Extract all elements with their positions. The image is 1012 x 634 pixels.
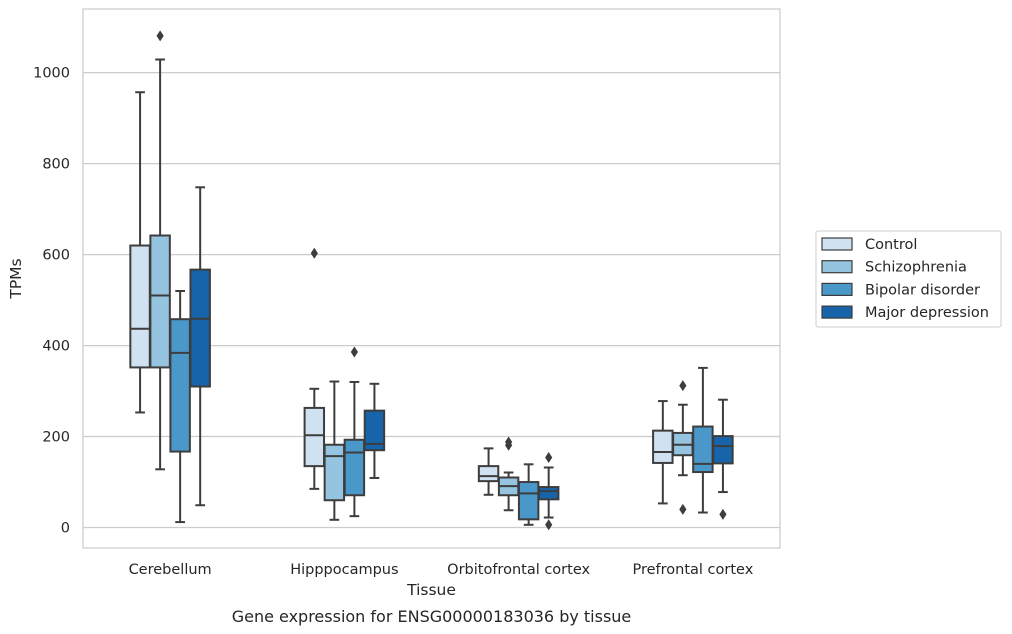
y-tick-label: 600 <box>42 248 70 264</box>
outlier-point <box>350 346 358 358</box>
outlier-point <box>679 380 687 392</box>
box-schizophrenia-0 <box>149 30 171 471</box>
box-iqr <box>363 409 386 452</box>
legend-items: Control Schizophrenia Bipolar disorder Majo… <box>821 237 989 321</box>
box-iqr <box>537 486 560 501</box>
box-schizophrenia-3 <box>672 380 694 515</box>
box-iqr <box>149 234 171 369</box>
outlier-point <box>310 247 318 259</box>
plot-frame <box>82 8 781 549</box>
box-control-3 <box>652 400 674 505</box>
plot-background <box>83 9 780 548</box>
box-control-2 <box>477 447 500 496</box>
box-iqr <box>189 268 211 388</box>
legend-label: Major depression <box>865 305 989 321</box>
x-axis-label: Tissue <box>406 581 456 599</box>
box-major-depression-2 <box>537 451 560 531</box>
legend-label: Schizophrenia <box>865 260 967 276</box>
box-iqr <box>323 443 346 502</box>
y-tick-label: 400 <box>42 339 70 355</box>
outlier-point <box>545 519 553 531</box>
box-iqr <box>303 406 326 468</box>
box-iqr <box>169 318 191 453</box>
y-axis-ticks: 0 200 400 600 800 1000 <box>33 66 70 537</box>
box-iqr <box>652 429 674 464</box>
box-iqr <box>477 465 500 483</box>
box-major-depression-1 <box>363 382 386 479</box>
legend: Control Schizophrenia Bipolar disorder Majo… <box>815 230 1002 328</box>
legend-swatch <box>821 282 853 296</box>
x-tick-label: Prefrontal cortex <box>632 562 753 578</box>
box-major-depression-3 <box>712 398 734 520</box>
box-control-0 <box>129 91 151 414</box>
x-tick-label: Orbitofrontal cortex <box>447 562 590 578</box>
y-tick-label: 200 <box>42 430 70 446</box>
outlier-point <box>505 436 513 448</box>
x-axis-ticks: Cerebellum Hipppocampus Orbitofrontal cort… <box>129 562 754 578</box>
box-iqr <box>712 435 734 465</box>
y-tick-label: 800 <box>42 157 70 173</box>
y-tick-label: 0 <box>61 521 70 537</box>
legend-swatch <box>821 237 853 251</box>
box-iqr <box>692 425 714 474</box>
box-bipolar-disorder-2 <box>517 463 540 526</box>
outlier-point <box>545 451 553 463</box>
outlier-point <box>679 503 687 515</box>
box-iqr <box>517 481 540 521</box>
legend-swatch <box>821 260 853 274</box>
box-iqr <box>129 244 151 369</box>
y-tick-label: 1000 <box>33 66 70 82</box>
x-tick-label: Cerebellum <box>129 562 212 578</box>
outlier-point <box>719 508 727 520</box>
x-tick-label: Hipppocampus <box>290 562 398 578</box>
legend-label: Control <box>865 237 917 253</box>
outlier-point <box>156 30 164 42</box>
box-iqr <box>343 438 366 497</box>
box-control-1 <box>303 247 326 490</box>
legend-frame <box>815 230 1002 328</box>
plot-area <box>82 8 781 549</box>
legend-label: Bipolar disorder <box>865 282 980 298</box>
chart-caption: Gene expression for ENSG00000183036 by t… <box>232 607 632 626</box>
box-bipolar-disorder-1 <box>343 346 366 518</box>
legend-swatch <box>821 305 853 319</box>
y-axis-label: TPMs <box>7 258 25 299</box>
box-major-depression-0 <box>189 186 211 507</box>
boxes-layer <box>129 30 734 531</box>
